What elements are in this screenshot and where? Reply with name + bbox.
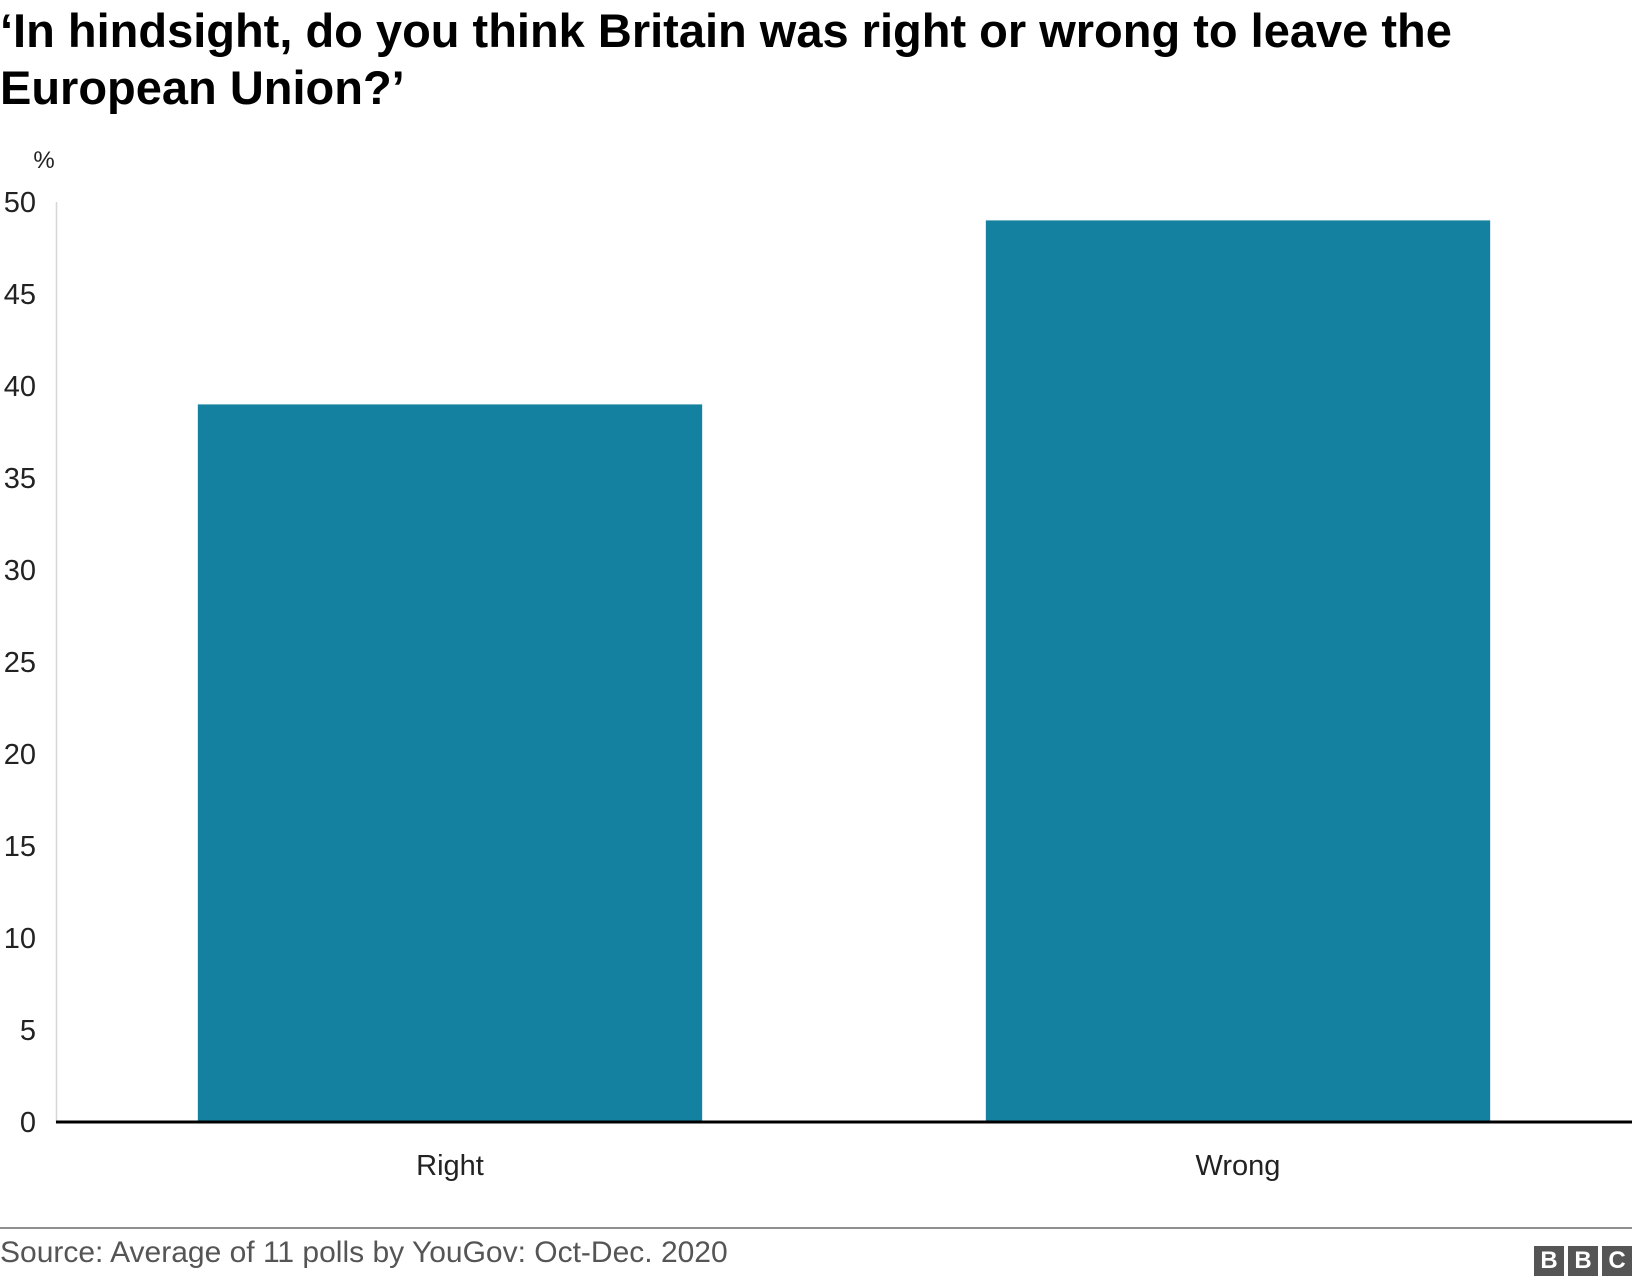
bbc-logo: B B C <box>1534 1246 1632 1276</box>
x-tick-label: Right <box>416 1150 484 1182</box>
x-axis-labels: Right Wrong <box>416 1150 1280 1182</box>
bar-chart: % 0 5 10 15 20 25 30 35 40 45 50 Right Wrong <box>4 147 1632 1182</box>
y-tick-label: 20 <box>4 739 36 771</box>
bars <box>197 220 1491 1122</box>
chart-title: ‘In hindsight, do you think Britain was … <box>0 4 1452 114</box>
y-axis-ticks: 0 5 10 15 20 25 30 35 40 45 50 <box>4 187 36 1139</box>
y-tick-label: 5 <box>20 1015 36 1047</box>
logo-block-c: C <box>1602 1246 1632 1276</box>
y-tick-label: 10 <box>4 923 36 955</box>
footer-divider <box>0 1227 1632 1229</box>
x-tick-label: Wrong <box>1196 1150 1281 1182</box>
y-tick-label: 30 <box>4 555 36 587</box>
y-tick-label: 50 <box>4 187 36 219</box>
y-tick-label: 40 <box>4 371 36 403</box>
bar-right <box>197 404 703 1122</box>
y-tick-label: 25 <box>4 647 36 679</box>
y-tick-label: 45 <box>4 279 36 311</box>
logo-block-b2: B <box>1568 1246 1598 1276</box>
bar-wrong <box>985 220 1491 1122</box>
source-note: Source: Average of 11 polls by YouGov: O… <box>0 1236 728 1269</box>
y-axis-unit-label: % <box>33 147 54 174</box>
y-tick-label: 15 <box>4 831 36 863</box>
logo-block-b1: B <box>1534 1246 1564 1276</box>
y-tick-label: 0 <box>20 1107 36 1139</box>
y-tick-label: 35 <box>4 463 36 495</box>
